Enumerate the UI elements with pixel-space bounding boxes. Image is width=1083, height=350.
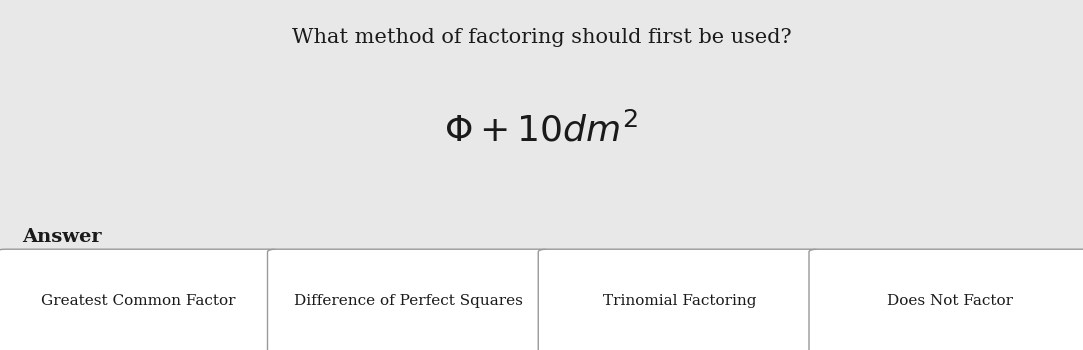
FancyBboxPatch shape: [538, 249, 821, 350]
Text: Difference of Perfect Squares: Difference of Perfect Squares: [295, 294, 523, 308]
Text: What method of factoring should first be used?: What method of factoring should first be…: [291, 28, 792, 47]
Text: Answer: Answer: [22, 228, 102, 245]
FancyBboxPatch shape: [0, 249, 279, 350]
Text: Trinomial Factoring: Trinomial Factoring: [603, 294, 756, 308]
FancyBboxPatch shape: [268, 249, 550, 350]
Text: Does Not Factor: Does Not Factor: [887, 294, 1014, 308]
FancyBboxPatch shape: [809, 249, 1083, 350]
Text: $\mathit{\Phi} + 10dm^2$: $\mathit{\Phi} + 10dm^2$: [444, 112, 639, 148]
Text: Greatest Common Factor: Greatest Common Factor: [41, 294, 235, 308]
